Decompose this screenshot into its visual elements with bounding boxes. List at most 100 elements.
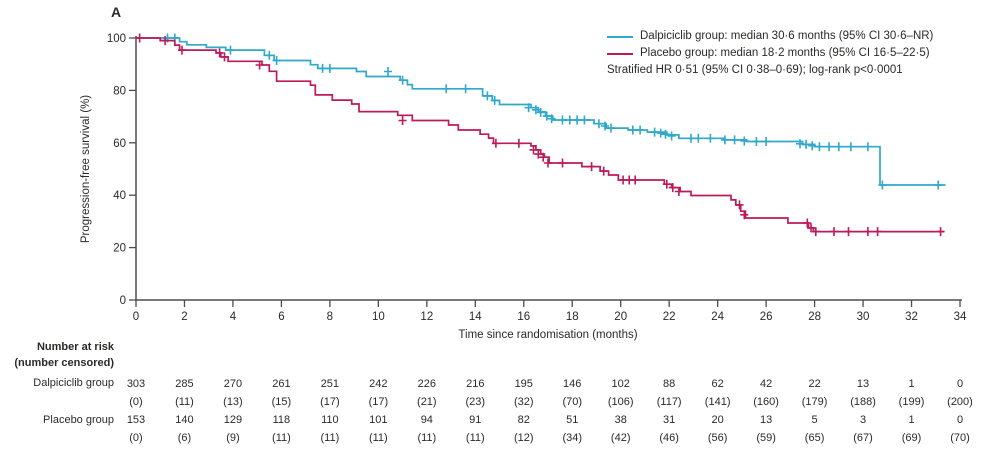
risk-censored: (117) [656,396,682,408]
legend: Dalpiciclib group: median 30·6 months (9… [607,28,933,79]
censor-mark-placebo [491,138,500,148]
dalpiciclib-line-swatch [607,35,633,38]
censor-mark-placebo [599,166,608,176]
x-tick-label: 22 [663,311,676,323]
risk-censored: (0) [129,396,143,408]
risk-censored: (199) [898,396,925,408]
risk-count: 110 [321,414,339,426]
risk-count: 226 [417,378,436,390]
risk-censored: (179) [801,396,828,408]
risk-count: 195 [514,378,533,390]
risk-censored: (34) [562,432,583,444]
risk-count: 22 [808,378,821,390]
censor-mark-placebo [135,33,144,43]
censor-mark-dalpiciclib [667,131,676,141]
censor-mark-placebo [255,60,264,70]
censor-mark-dalpiciclib [878,180,887,190]
survival-curve-placebo [136,37,945,233]
risk-censored: (56) [707,432,728,444]
risk-count: 38 [614,414,627,426]
risk-censored: (42) [610,432,631,444]
y-tick-label: 0 [120,295,126,307]
censor-mark-dalpiciclib [580,115,589,125]
risk-count: 216 [466,378,485,390]
risk-censored: (23) [465,396,486,408]
censor-mark-dalpiciclib [808,141,817,151]
x-tick-label: 10 [372,311,385,323]
risk-count: 129 [223,414,243,426]
risk-censored: (106) [607,396,634,408]
censor-mark-dalpiciclib [740,136,749,146]
x-tick-label: 6 [278,311,284,323]
censor-mark-dalpiciclib [687,133,695,143]
risk-count: 13 [856,378,870,390]
censor-mark-dalpiciclib [558,115,567,125]
x-tick-label: 16 [517,311,530,323]
risk-count: 261 [272,378,291,390]
censor-mark-placebo [830,227,838,237]
censor-mark-dalpiciclib [628,125,637,135]
censor-mark-placebo [161,36,170,46]
censor-mark-placebo [178,45,186,55]
risk-count: 62 [711,378,724,390]
risk-count: 0 [956,414,964,426]
x-tick-label: 14 [469,311,482,323]
risk-count: 153 [126,414,146,426]
x-tick-label: 2 [181,311,187,323]
legend-stats-note: Stratified HR 0·51 (95% CI 0·38–0·69); l… [607,62,933,79]
censor-mark-dalpiciclib [650,127,659,137]
censor-mark-dalpiciclib [384,67,392,76]
x-tick-label: 26 [760,311,773,323]
risk-count: 91 [469,414,482,426]
censor-mark-placebo [863,227,872,237]
censor-mark-dalpiciclib [565,115,574,125]
risk-censored: (141) [704,396,731,408]
risk-censored: (6) [177,432,192,444]
risk-count: 303 [126,378,146,390]
censor-mark-dalpiciclib [846,142,855,152]
censor-mark-placebo [844,227,853,237]
censor-mark-placebo [735,200,744,210]
y-tick-label: 100 [107,33,126,45]
panel-label: A [111,4,122,20]
censor-mark-dalpiciclib [730,135,739,145]
risk-count: 242 [369,378,388,390]
x-tick-label: 34 [954,311,967,323]
risk-count: 3 [859,414,867,426]
risk-row-label-placebo: Placebo group [43,414,114,426]
censor-mark-placebo [668,183,677,193]
risk-censored: (11) [272,432,291,444]
risk-count: 270 [223,378,243,390]
x-tick-label: 20 [614,311,627,323]
legend-label-placebo: Placebo group: median 18·2 months (95% C… [640,47,930,59]
censor-mark-placebo [631,175,640,185]
risk-count: 82 [517,414,530,426]
censor-mark-dalpiciclib [601,121,609,131]
risk-count: 251 [320,378,340,390]
risk-censored: (59) [756,432,776,444]
risk-count: 102 [611,378,630,390]
x-tick-label: 32 [905,311,918,323]
x-tick-label: 24 [711,311,724,323]
risk-count: 140 [175,414,194,426]
risk-count: 1 [908,378,915,390]
risk-count: 101 [369,414,388,426]
censor-mark-placebo [674,187,683,196]
risk-censored: (11) [368,432,388,444]
censor-mark-placebo [587,162,596,172]
x-tick-label: 28 [808,311,821,323]
censor-mark-dalpiciclib [802,139,811,149]
risk-censored: (69) [901,432,922,444]
risk-censored: (67) [853,432,873,444]
risk-table-subtitle: (number censored) [14,357,114,369]
x-tick-label: 18 [566,311,579,323]
risk-censored: (11) [320,432,340,444]
risk-count: 51 [566,414,579,426]
risk-table-title: Number at risk [36,341,114,353]
risk-censored: (15) [271,396,292,408]
censor-mark-placebo [514,138,523,148]
y-tick-label: 20 [113,243,126,255]
censor-mark-dalpiciclib [607,123,615,133]
risk-censored: (200) [947,396,973,408]
censor-mark-dalpiciclib [547,114,556,124]
